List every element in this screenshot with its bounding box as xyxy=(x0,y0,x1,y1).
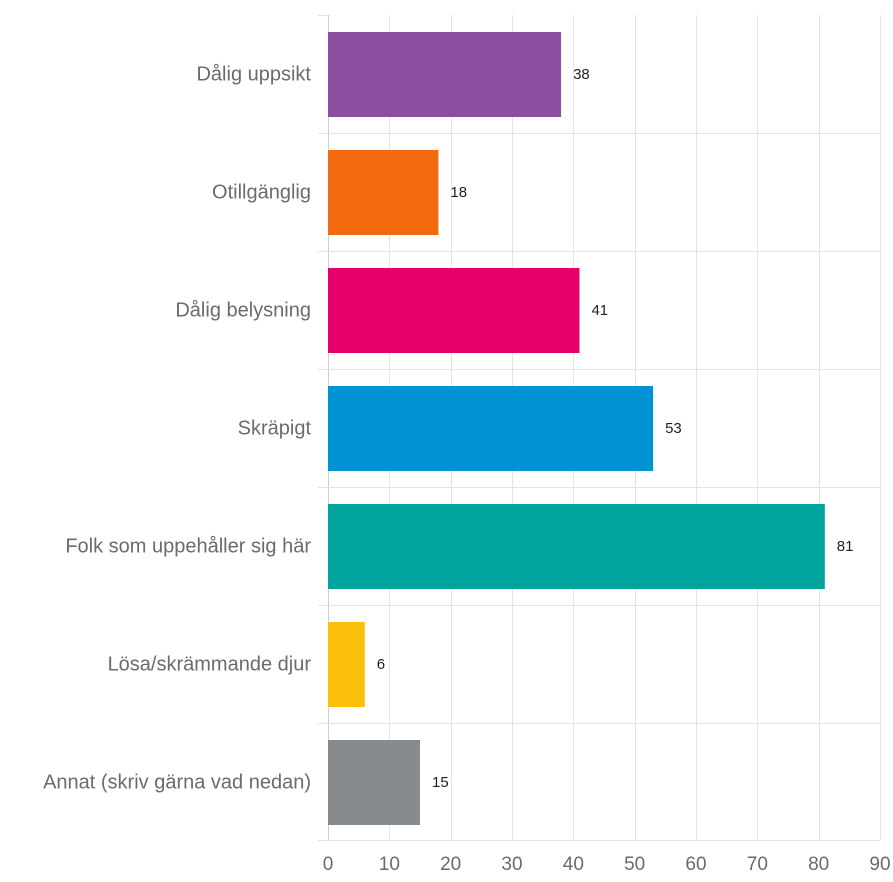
bar xyxy=(328,32,562,117)
x-tick-label: 90 xyxy=(869,854,890,875)
data-label: 81 xyxy=(837,538,854,555)
data-label: 38 xyxy=(573,66,590,83)
category-label: Folk som uppehåller sig här xyxy=(65,535,311,557)
category-label: Dålig uppsikt xyxy=(196,63,311,85)
data-label: 41 xyxy=(591,302,608,319)
value-labels: 38 18 41 53 81 6 15 xyxy=(377,66,854,791)
x-tick-label: 80 xyxy=(808,854,829,875)
bars xyxy=(328,32,825,825)
x-tick-label: 50 xyxy=(624,854,645,875)
x-tick-label: 20 xyxy=(440,854,461,875)
x-tick-label: 60 xyxy=(685,854,706,875)
bar xyxy=(328,740,420,825)
category-label: Annat (skriv gärna vad nedan) xyxy=(43,771,311,793)
category-label: Dålig belysning xyxy=(175,299,311,321)
bar xyxy=(328,268,580,353)
data-label: 6 xyxy=(377,656,385,673)
x-tick-label: 0 xyxy=(323,854,334,875)
bar xyxy=(328,622,365,707)
category-label: Otillgänglig xyxy=(212,181,311,203)
bar xyxy=(328,504,825,589)
bar xyxy=(328,150,439,235)
category-label: Skräpigt xyxy=(238,417,312,439)
data-label: 18 xyxy=(450,184,467,201)
x-axis-ticks: 0 10 20 30 40 50 60 70 80 90 xyxy=(323,854,891,875)
bar xyxy=(328,386,654,471)
x-tick-label: 70 xyxy=(747,854,768,875)
x-tick-label: 40 xyxy=(563,854,584,875)
data-label: 53 xyxy=(665,420,682,437)
category-label: Lösa/skrämmande djur xyxy=(108,653,312,675)
data-label: 15 xyxy=(432,774,449,791)
x-tick-label: 10 xyxy=(379,854,400,875)
x-tick-label: 30 xyxy=(501,854,522,875)
category-labels: Dålig uppsikt Otillgänglig Dålig belysning… xyxy=(43,63,311,793)
